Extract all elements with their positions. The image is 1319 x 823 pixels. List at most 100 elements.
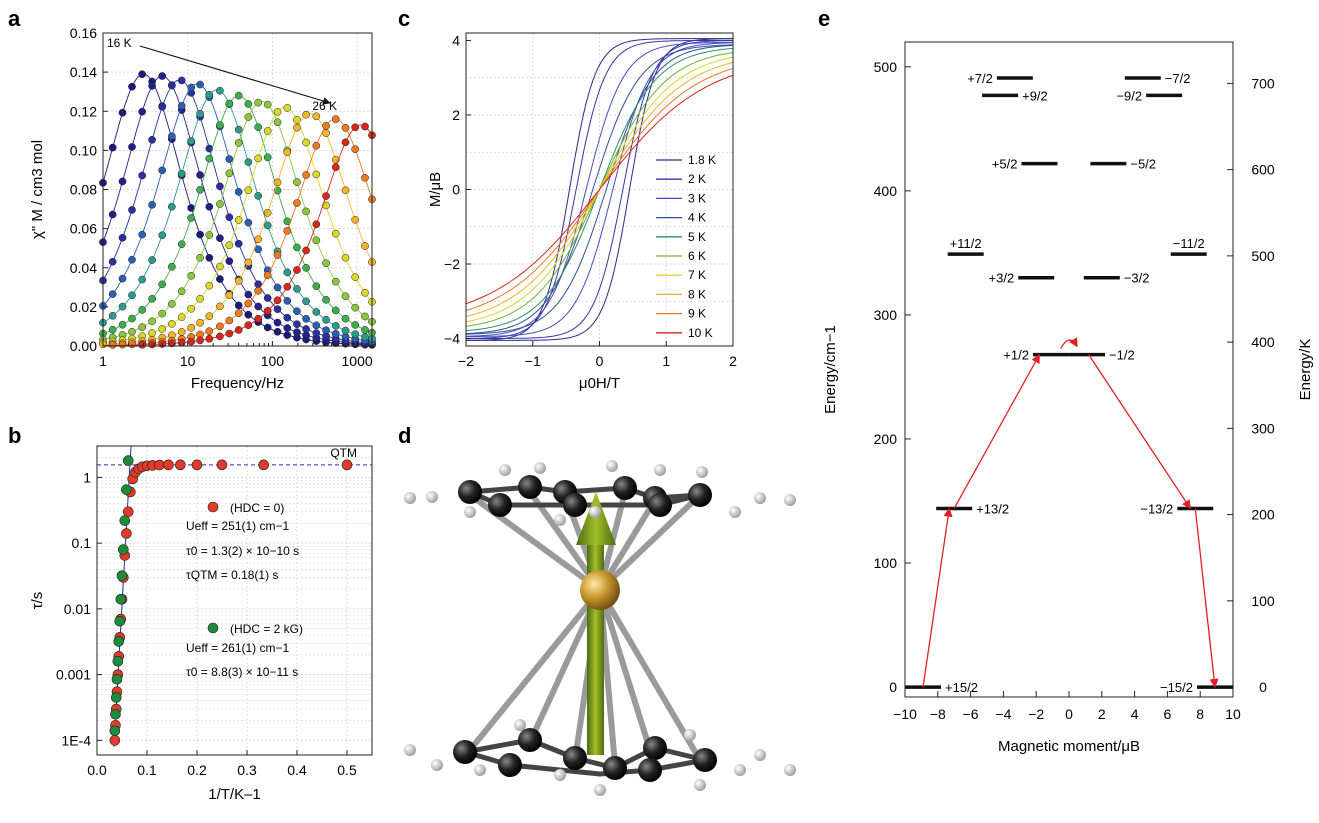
data-point-26K: [196, 336, 204, 345]
data-point-18K: [312, 329, 321, 337]
carbon-atom: [458, 480, 482, 504]
x-tick-label: −1: [525, 353, 541, 369]
data-point-22K: [196, 253, 204, 262]
hydrogen-atom: [684, 729, 696, 741]
legend-parameter: Ueff = 261(1) cm−1: [186, 641, 289, 655]
data-point-24K: [177, 328, 186, 336]
x-tick-label: 0.1: [137, 762, 157, 778]
data-point-hdc-0: [258, 459, 269, 471]
data-point-20K: [196, 110, 204, 118]
metal-ring-bond: [597, 587, 703, 763]
data-point-17K: [244, 290, 253, 299]
data-point-hdc-2kg: [111, 673, 123, 685]
y-right-tick-label: 200: [1251, 507, 1275, 523]
data-point-24K: [351, 215, 360, 224]
y-tick-label: 0.1: [72, 535, 92, 551]
data-point-25K: [351, 145, 360, 154]
data-point-18K: [263, 294, 272, 302]
x-tick-label: 0.0: [87, 762, 107, 778]
ring-bond: [507, 762, 603, 777]
hysteresis-curve-4K: [465, 44, 734, 335]
y-tick-label: 0.00: [70, 338, 97, 354]
x-axis-label: Magnetic moment/μB: [998, 738, 1140, 755]
data-point-24K: [302, 110, 310, 119]
data-point-21K: [234, 91, 243, 100]
data-point-20K: [244, 158, 253, 166]
data-point-21K: [225, 99, 234, 108]
x-tick-label: 0: [596, 353, 604, 369]
plot-frame: [96, 445, 373, 756]
energy-level-label: +1/2: [1003, 348, 1029, 363]
carbon-atom: [688, 483, 712, 507]
data-point-hdc-0: [163, 459, 174, 471]
data-point-25K: [108, 341, 117, 349]
legend-label: 9 K: [688, 307, 706, 321]
data-point-23K: [312, 170, 321, 179]
data-point-25K: [205, 327, 214, 336]
data-point-25K: [361, 173, 369, 182]
data-point-26K: [254, 314, 263, 323]
data-point-23K: [244, 186, 253, 195]
data-point-hdc-0: [121, 528, 132, 539]
data-point-19K: [254, 245, 263, 254]
legend-marker: [207, 622, 219, 634]
data-point-25K: [234, 309, 243, 318]
data-point-16K: [108, 143, 117, 152]
data-point-16K: [138, 70, 147, 79]
carbon-atom: [488, 493, 512, 517]
data-point-22K: [322, 259, 330, 268]
data-point-16K: [216, 275, 224, 283]
y-tick-label: 0: [889, 679, 897, 695]
data-point-26K: [167, 339, 176, 348]
data-point-26K: [302, 246, 310, 255]
data-point-18K: [234, 239, 243, 248]
data-point-18K: [205, 144, 214, 153]
data-point-25K: [118, 340, 127, 349]
data-point-19K: [196, 80, 204, 89]
hydrogen-atom: [784, 494, 796, 506]
data-point-22K: [254, 98, 263, 107]
data-point-19K: [273, 283, 282, 292]
hysteresis-curve-1.8K: [466, 38, 733, 341]
legend-label: 3 K: [688, 191, 706, 205]
y-tick-label: 500: [874, 59, 898, 75]
data-point-21K: [351, 321, 360, 329]
data-point-22K: [177, 287, 186, 296]
data-point-hdc-2kg: [115, 593, 127, 605]
data-point-20K: [148, 256, 156, 264]
data-point-20K: [108, 311, 117, 320]
data-point-22K: [138, 323, 147, 331]
data-point-24K: [293, 123, 301, 132]
data-point-22K: [331, 277, 340, 286]
hydrogen-atom: [554, 514, 566, 526]
data-point-24K: [283, 148, 292, 157]
data-point-18K: [177, 76, 186, 85]
data-point-19K: [177, 102, 186, 110]
data-point-21K: [322, 295, 330, 304]
relaxation-arrow: [1194, 508, 1219, 688]
x-axis-label: Frequency/Hz: [191, 375, 284, 392]
moment-arrow-head: [576, 492, 616, 545]
data-point-18K: [167, 81, 176, 90]
data-point-hdc-0: [122, 506, 134, 518]
legend-parameter: Ueff = 251(1) cm−1: [186, 519, 289, 533]
data-point-18K: [283, 313, 292, 322]
carbon-atom: [648, 493, 672, 517]
data-point-17K: [216, 234, 224, 243]
data-point-18K: [302, 325, 310, 333]
data-point-18K: [118, 233, 127, 242]
y-tick-label: 400: [874, 183, 898, 199]
data-point-22K: [167, 300, 176, 308]
data-point-19K: [118, 274, 127, 283]
data-point-26K: [312, 220, 321, 229]
data-point-26K: [293, 266, 301, 274]
data-point-26K: [361, 122, 369, 131]
data-point-16K: [244, 310, 253, 319]
hydrogen-atom: [696, 466, 708, 478]
y-right-tick-label: 100: [1251, 593, 1275, 609]
data-point-20K: [187, 137, 196, 145]
relaxation-arrow: [922, 507, 953, 688]
data-point-23K: [196, 294, 204, 303]
legend-parameter: τ0 = 8.8(3) × 10−11 s: [186, 665, 298, 679]
hydrogen-atom: [694, 779, 706, 791]
